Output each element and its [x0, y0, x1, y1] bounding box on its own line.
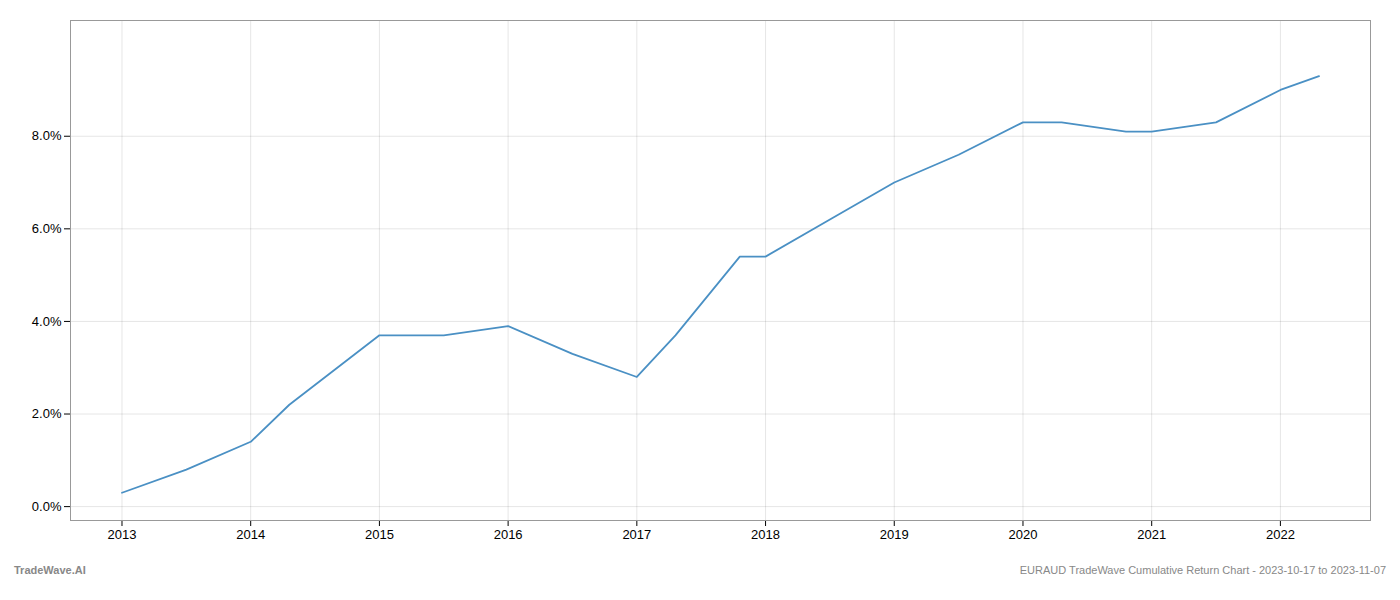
svg-text:2022: 2022: [1266, 527, 1295, 542]
svg-text:2016: 2016: [494, 527, 523, 542]
html-text:TradeWave.AI: TradeWave.AI: [14, 564, 86, 576]
svg-text:4.0%: 4.0%: [32, 314, 62, 329]
html-text:EURAUD TradeWave Cumulative Re: EURAUD TradeWave Cumulative Return Chart…: [1019, 564, 1386, 576]
svg-text:2013: 2013: [108, 527, 137, 542]
svg-text:8.0%: 8.0%: [32, 128, 62, 143]
svg-text:2015: 2015: [365, 527, 394, 542]
svg-text:2014: 2014: [236, 527, 265, 542]
svg-text:0.0%: 0.0%: [32, 499, 62, 514]
svg-text:2.0%: 2.0%: [32, 406, 62, 421]
svg-text:6.0%: 6.0%: [32, 221, 62, 236]
svg-text:2020: 2020: [1009, 527, 1038, 542]
svg-text:2021: 2021: [1137, 527, 1166, 542]
svg-text:2019: 2019: [880, 527, 909, 542]
svg-text:2017: 2017: [622, 527, 651, 542]
svg-text:2018: 2018: [751, 527, 780, 542]
